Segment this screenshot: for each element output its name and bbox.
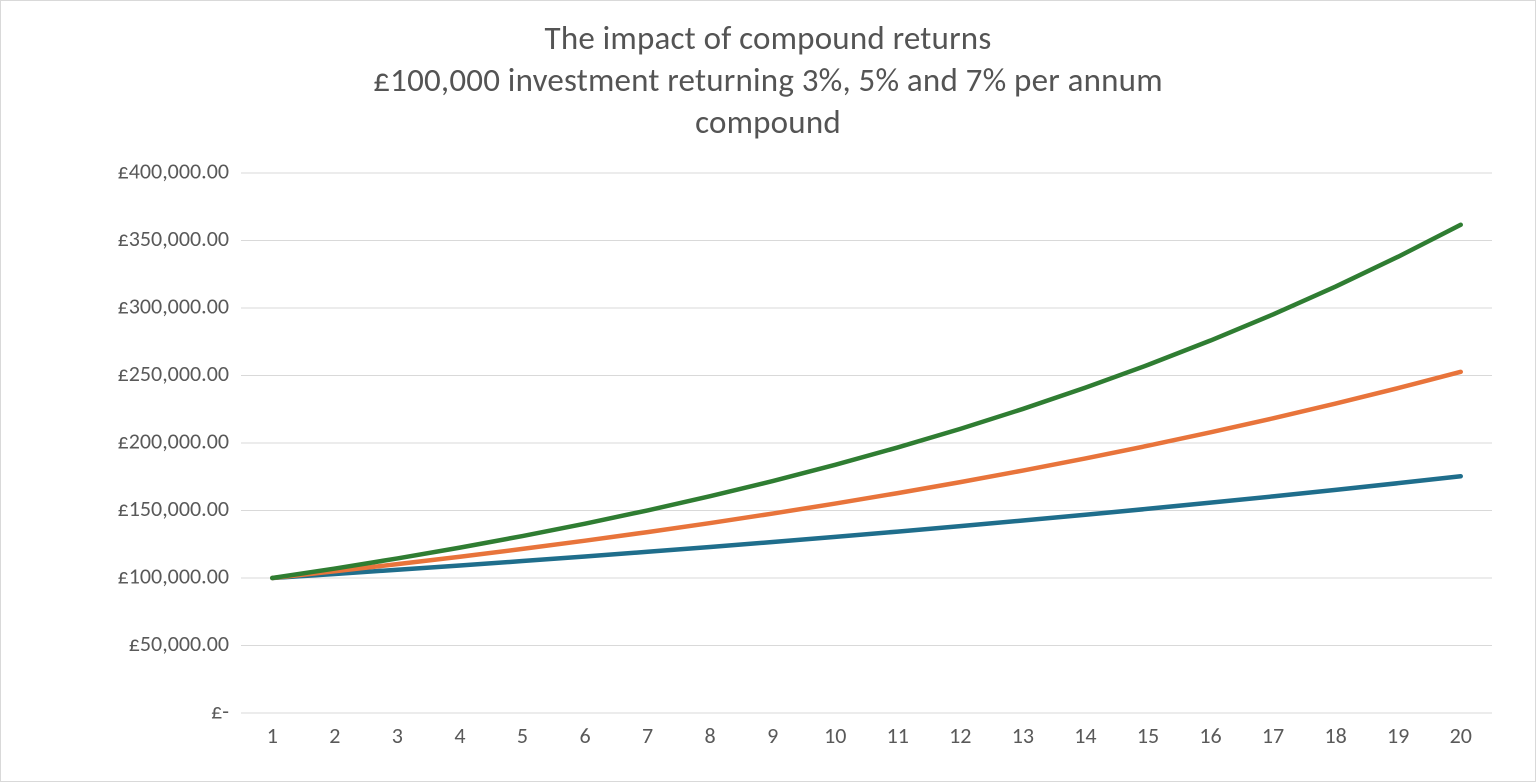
svg-text:7: 7 — [642, 722, 653, 749]
svg-text:£400,000.00: £400,000.00 — [118, 161, 229, 184]
svg-text:2: 2 — [329, 722, 340, 749]
series-line — [272, 476, 1460, 578]
series-line — [272, 225, 1460, 578]
svg-text:5: 5 — [517, 722, 528, 749]
svg-text:18: 18 — [1324, 722, 1346, 749]
svg-text:10: 10 — [824, 722, 846, 749]
svg-text:1: 1 — [267, 722, 278, 749]
svg-text:£-: £- — [211, 697, 229, 724]
svg-text:15: 15 — [1137, 722, 1159, 749]
line-chart-svg: £- £50,000.00 £100,000.00 £150,000.00 £200,0… — [41, 161, 1510, 761]
svg-text:£150,000.00: £150,000.00 — [118, 495, 229, 522]
chart-title: The impact of compound returns£100,000 i… — [1, 1, 1535, 144]
chart-frame: The impact of compound returns£100,000 i… — [0, 0, 1536, 782]
svg-text:£200,000.00: £200,000.00 — [118, 427, 229, 454]
svg-text:14: 14 — [1074, 722, 1096, 749]
svg-text:4: 4 — [454, 722, 465, 749]
svg-text:6: 6 — [579, 722, 590, 749]
svg-text:8: 8 — [705, 722, 716, 749]
svg-text:9: 9 — [767, 722, 778, 749]
svg-text:20: 20 — [1450, 722, 1472, 749]
svg-text:£250,000.00: £250,000.00 — [118, 360, 229, 387]
svg-text:19: 19 — [1387, 722, 1409, 749]
svg-text:£100,000.00: £100,000.00 — [118, 562, 229, 589]
svg-text:11: 11 — [887, 722, 909, 749]
svg-text:16: 16 — [1199, 722, 1221, 749]
svg-text:17: 17 — [1262, 722, 1284, 749]
svg-text:£300,000.00: £300,000.00 — [118, 292, 229, 319]
svg-text:13: 13 — [1012, 722, 1034, 749]
plot-area: £- £50,000.00 £100,000.00 £150,000.00 £200,0… — [41, 161, 1510, 761]
svg-text:£50,000.00: £50,000.00 — [129, 630, 229, 657]
svg-text:3: 3 — [392, 722, 403, 749]
svg-text:£350,000.00: £350,000.00 — [118, 225, 229, 252]
svg-text:12: 12 — [949, 722, 971, 749]
